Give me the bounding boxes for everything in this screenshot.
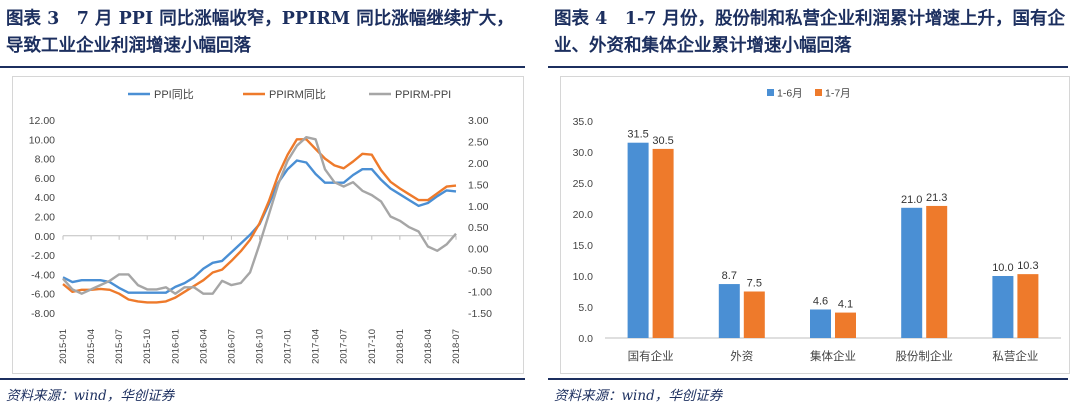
y-left-tick-label: 10.00 <box>29 134 55 146</box>
data-label: 21.3 <box>926 192 947 204</box>
bar-1 <box>718 284 740 338</box>
top-rule <box>0 66 525 68</box>
y-tick-label: 0.0 <box>578 333 593 345</box>
y-right-tick-label: 1.00 <box>468 201 489 213</box>
legend-label: 1-6月 <box>777 88 803 100</box>
legend-swatch <box>815 89 822 96</box>
category-label: 集体企业 <box>810 349 856 363</box>
data-label: 10.3 <box>1017 260 1038 272</box>
bar-1 <box>992 276 1014 338</box>
category-label: 国有企业 <box>628 349 674 363</box>
x-tick-label: 2017-10 <box>367 329 378 364</box>
x-tick-label: 2016-01 <box>170 329 181 364</box>
line-chart: 12.00 10.00 8.00 6.00 4.00 2.00 0.00 -2.00 -4.00… <box>29 88 492 364</box>
figure-3-panel: 图表 3 7 月 PPI 同比涨幅收窄，PPIRM 同比涨幅继续扩大，导致工业企… <box>0 0 530 409</box>
y-left-tick-label: 12.00 <box>29 115 55 127</box>
y-tick-label: 30.0 <box>573 147 594 159</box>
x-tick-label: 2016-10 <box>255 329 266 364</box>
data-label: 10.0 <box>992 262 1013 274</box>
y-right-tick-label: -1.50 <box>468 308 492 320</box>
figure-4-title: 图表 4 1-7 月份，股份制和私营企业利润累计增速上升，国有企业、外资和集体企… <box>554 9 1065 56</box>
y-left-tick-label: 8.00 <box>35 154 56 166</box>
bottom-rule <box>548 378 1068 380</box>
figure-3-source: 资料来源：wind，华创证券 <box>6 388 175 404</box>
y-left-tick-label: 2.00 <box>35 212 56 224</box>
data-label: 31.5 <box>627 129 648 141</box>
y-right-tick-label: 2.00 <box>468 158 489 170</box>
bar-1 <box>810 309 831 338</box>
data-label: 7.5 <box>747 278 762 290</box>
legend-swatch <box>767 89 774 96</box>
category-label: 私营企业 <box>992 349 1038 363</box>
series-line-2 <box>62 138 457 304</box>
data-label: 4.6 <box>813 295 828 307</box>
x-tick-label: 2018-07 <box>451 329 462 364</box>
legend-label: PPI同比 <box>154 88 194 101</box>
x-tick-label: 2016-04 <box>198 329 209 364</box>
data-label: 21.0 <box>901 194 922 206</box>
x-tick-label: 2018-04 <box>423 329 434 364</box>
y-left-tick-label: -6.00 <box>31 289 55 301</box>
bar-chart: 35.0 30.0 25.0 20.0 15.0 10.0 5.0 0.0 国有企业 31.5 30… <box>573 88 1061 363</box>
y-tick-label: 25.0 <box>573 178 594 190</box>
x-tick-label: 2015-04 <box>86 329 97 364</box>
y-tick-label: 15.0 <box>573 240 594 252</box>
y-tick-label: 35.0 <box>573 116 594 128</box>
y-right-tick-label: -1.00 <box>468 287 492 299</box>
legend-label: PPIRM同比 <box>269 88 326 101</box>
y-left-tick-label: 0.00 <box>35 231 56 243</box>
x-tick-label: 2018-01 <box>395 329 406 364</box>
x-tick-label: 2016-07 <box>226 329 237 364</box>
bar-1 <box>901 207 923 338</box>
y-tick-label: 5.0 <box>578 302 593 314</box>
y-right-tick-label: 1.50 <box>468 179 489 191</box>
top-rule <box>548 66 1068 68</box>
bar-2 <box>835 312 856 338</box>
bar-chart-frame: 35.0 30.0 25.0 20.0 15.0 10.0 5.0 0.0 国有企业 31.5 30… <box>560 76 1070 374</box>
bar-2 <box>1017 274 1039 338</box>
legend-label: PPIRM-PPI <box>395 89 451 101</box>
x-tick-label: 2015-10 <box>142 329 153 364</box>
y-right-tick-label: 3.00 <box>468 115 489 127</box>
x-tick-label: 2015-07 <box>114 329 125 364</box>
bar-2 <box>743 291 765 338</box>
line-chart-frame: 12.00 10.00 8.00 6.00 4.00 2.00 0.00 -2.00 -4.00… <box>12 76 524 374</box>
legend-label: 1-7月 <box>825 88 851 100</box>
y-right-tick-label: 2.50 <box>468 136 489 148</box>
series-line-3 <box>62 136 457 295</box>
x-tick-label: 2015-01 <box>58 329 69 364</box>
category-label: 股份制企业 <box>895 349 953 363</box>
y-right-tick-label: -0.50 <box>468 265 492 277</box>
y-left-tick-label: -2.00 <box>31 250 55 262</box>
y-left-tick-label: -4.00 <box>31 269 55 281</box>
y-right-tick-label: 0.50 <box>468 222 489 234</box>
y-right-tick-label: 0.00 <box>468 244 489 256</box>
y-tick-label: 10.0 <box>573 271 594 283</box>
series-line-1 <box>62 159 457 294</box>
figure-3-title: 图表 3 7 月 PPI 同比涨幅收窄，PPIRM 同比涨幅继续扩大，导致工业企… <box>6 9 514 56</box>
data-label: 30.5 <box>652 135 673 147</box>
data-label: 8.7 <box>722 270 737 282</box>
bottom-rule <box>0 378 525 380</box>
data-label: 4.1 <box>838 299 853 311</box>
figure-4-panel: 图表 4 1-7 月份，股份制和私营企业利润累计增速上升，国有企业、外资和集体企… <box>548 0 1072 409</box>
x-tick-label: 2017-07 <box>339 329 350 364</box>
category-label: 外资 <box>730 350 753 363</box>
y-left-tick-label: -8.00 <box>31 308 55 320</box>
bar-1 <box>627 142 649 338</box>
y-left-tick-label: 6.00 <box>35 173 56 185</box>
figure-4-source: 资料来源：wind，华创证券 <box>554 388 723 404</box>
bar-2 <box>926 205 948 338</box>
x-tick-label: 2017-04 <box>311 329 322 364</box>
y-left-tick-label: 4.00 <box>35 192 56 204</box>
y-tick-label: 20.0 <box>573 209 594 221</box>
x-tick-label: 2017-01 <box>283 329 294 364</box>
bar-2 <box>652 148 674 338</box>
